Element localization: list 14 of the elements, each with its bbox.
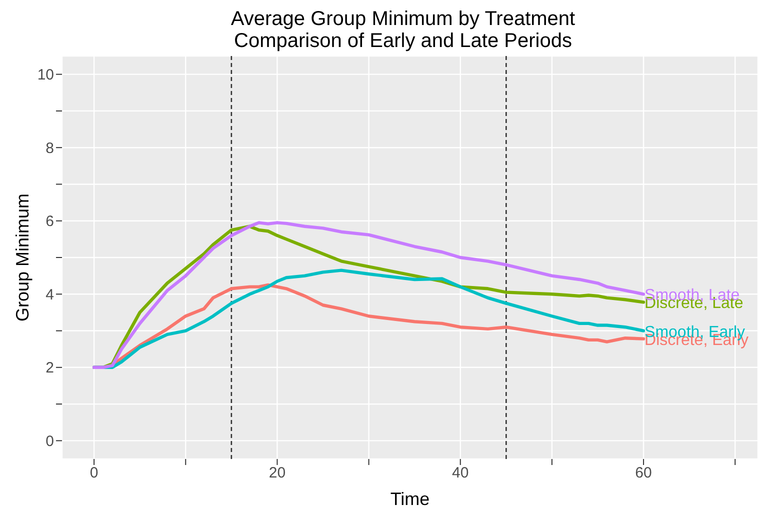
- y-tick-label: 2: [46, 360, 54, 377]
- chart-subtitle: Comparison of Early and Late Periods: [233, 30, 573, 52]
- y-tick-label: 6: [46, 213, 54, 230]
- x-tick-label: 60: [635, 464, 652, 482]
- chart-title: Average Group Minimum by Treatment: [230, 8, 576, 30]
- x-tick-label: 40: [452, 464, 469, 482]
- y-tick-label: 10: [37, 66, 54, 84]
- y-tick-label: 0: [46, 433, 54, 450]
- y-tick-label: 4: [46, 286, 54, 304]
- x-axis-title: Time: [390, 489, 430, 509]
- x-tick-label: 20: [268, 464, 286, 482]
- x-tick-label: 0: [90, 464, 98, 482]
- y-tick-label: 8: [46, 140, 54, 157]
- y-axis-title: Group Minimum: [12, 193, 32, 322]
